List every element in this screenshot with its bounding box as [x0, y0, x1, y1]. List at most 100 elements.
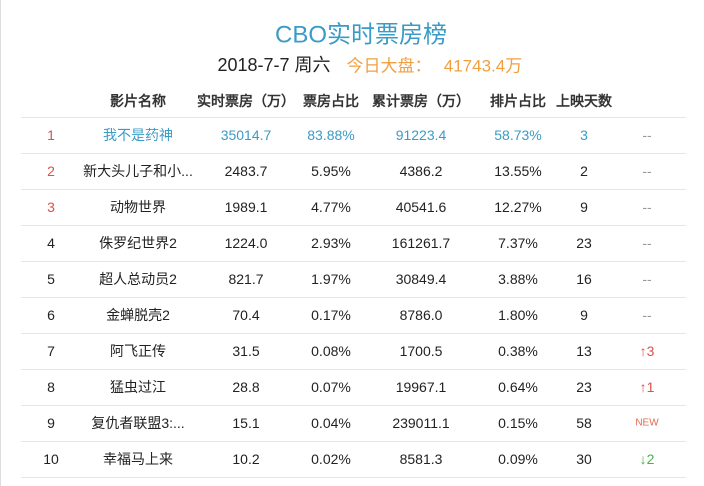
cell: 40541.6 — [395, 199, 447, 215]
trend-text: -- — [642, 271, 652, 287]
trend-text: -- — [642, 235, 652, 251]
cell: 58.73% — [494, 127, 542, 143]
cell: 5.95% — [311, 163, 351, 179]
column-header: 票房占比 — [303, 93, 359, 109]
cell: 35014.7 — [220, 127, 272, 143]
total-label: 今日大盘： — [346, 56, 432, 76]
trend-text: 2 — [646, 451, 655, 467]
row-separator — [21, 369, 686, 370]
trend: -- — [642, 235, 651, 251]
trend-arrow: ↑ — [639, 379, 647, 395]
trend-text: -- — [642, 127, 652, 143]
cell: 8786.0 — [399, 307, 443, 323]
cell: 0.08% — [311, 343, 351, 359]
cell: 23 — [576, 235, 592, 251]
movie-name: 猛虫过江 — [110, 379, 166, 395]
trend-arrow: ↓ — [639, 451, 647, 467]
cell: 9 — [580, 307, 588, 323]
rank: 10 — [43, 451, 59, 467]
cell: 4386.2 — [399, 163, 443, 179]
row-separator — [21, 225, 686, 226]
title: CBO实时票房榜 — [274, 21, 448, 49]
column-header: 实时票房（万） — [197, 93, 295, 109]
rank: 4 — [47, 235, 55, 251]
cell: 13 — [576, 343, 592, 359]
cell: 0.09% — [498, 451, 538, 467]
trend: NEW — [635, 418, 658, 429]
row-separator — [21, 297, 686, 298]
cell: 15.1 — [232, 415, 260, 431]
cell: 0.38% — [498, 343, 538, 359]
cell: 0.04% — [311, 415, 351, 431]
cell: 2 — [580, 163, 588, 179]
trend: -- — [642, 127, 651, 143]
cell: 30 — [576, 451, 592, 467]
cell: 4.77% — [311, 199, 351, 215]
cell: 19967.1 — [395, 379, 447, 395]
total: 41743.4万 — [443, 56, 523, 76]
trend-text: 1 — [646, 379, 655, 395]
row-separator — [21, 333, 686, 334]
rank: 6 — [47, 307, 55, 323]
rank: 7 — [47, 343, 55, 359]
column-header: 影片名称 — [110, 93, 166, 109]
cell: 1224.0 — [224, 235, 268, 251]
trend: -- — [642, 271, 651, 287]
cell: 239011.1 — [392, 415, 450, 431]
trend-text: 3 — [646, 343, 655, 359]
cell: 2483.7 — [224, 163, 268, 179]
rank: 3 — [47, 199, 55, 215]
cell: 1.97% — [311, 271, 351, 287]
cell: 3 — [580, 127, 588, 143]
rank: 2 — [47, 163, 55, 179]
rank: 5 — [47, 271, 55, 287]
rank: 1 — [47, 127, 55, 143]
movie-name: 动物世界 — [110, 199, 166, 215]
movie-name: 我不是药神 — [103, 127, 173, 143]
column-header: 累计票房（万） — [372, 93, 470, 109]
cell: 31.5 — [232, 343, 260, 359]
row-separator — [21, 261, 686, 262]
trend: -- — [642, 163, 651, 179]
cell: 0.17% — [311, 307, 351, 323]
cell: 821.7 — [228, 271, 264, 287]
cell: 0.02% — [311, 451, 351, 467]
cell: 1700.5 — [399, 343, 443, 359]
cell: 0.15% — [498, 415, 538, 431]
row-separator — [21, 405, 686, 406]
cell: 3.88% — [498, 271, 538, 287]
cell: 0.07% — [311, 379, 351, 395]
movie-name: 新大头儿子和小... — [83, 163, 193, 179]
row-separator — [21, 189, 686, 190]
cell: 83.88% — [307, 127, 355, 143]
movie-name: 阿飞正传 — [110, 343, 166, 359]
cell: 13.55% — [494, 163, 542, 179]
cell: 161261.7 — [391, 235, 451, 251]
cell: 7.37% — [498, 235, 538, 251]
row-separator — [21, 441, 686, 442]
rank: 9 — [47, 415, 55, 431]
trend: -- — [642, 199, 651, 215]
row-separator — [21, 153, 686, 154]
cell: 9 — [580, 199, 588, 215]
cell: 10.2 — [232, 451, 260, 467]
movie-name: 侏罗纪世界2 — [99, 235, 177, 251]
row-separator — [21, 117, 686, 118]
movie-name: 复仇者联盟3:... — [91, 415, 185, 431]
trend-text: -- — [642, 163, 652, 179]
cell: 30849.4 — [395, 271, 447, 287]
trend-text: -- — [642, 307, 652, 323]
trend-text: NEW — [635, 417, 659, 429]
cell: 70.4 — [232, 307, 260, 323]
cell: 91223.4 — [395, 127, 447, 143]
cell: 0.64% — [498, 379, 538, 395]
trend: ↓2 — [640, 451, 655, 467]
movie-name: 超人总动员2 — [99, 271, 177, 287]
cell: 23 — [576, 379, 592, 395]
column-header: 排片占比 — [490, 93, 546, 109]
cell: 1.80% — [498, 307, 538, 323]
cell: 12.27% — [494, 199, 542, 215]
trend: ↑1 — [640, 379, 655, 395]
cell: 16 — [576, 271, 592, 287]
